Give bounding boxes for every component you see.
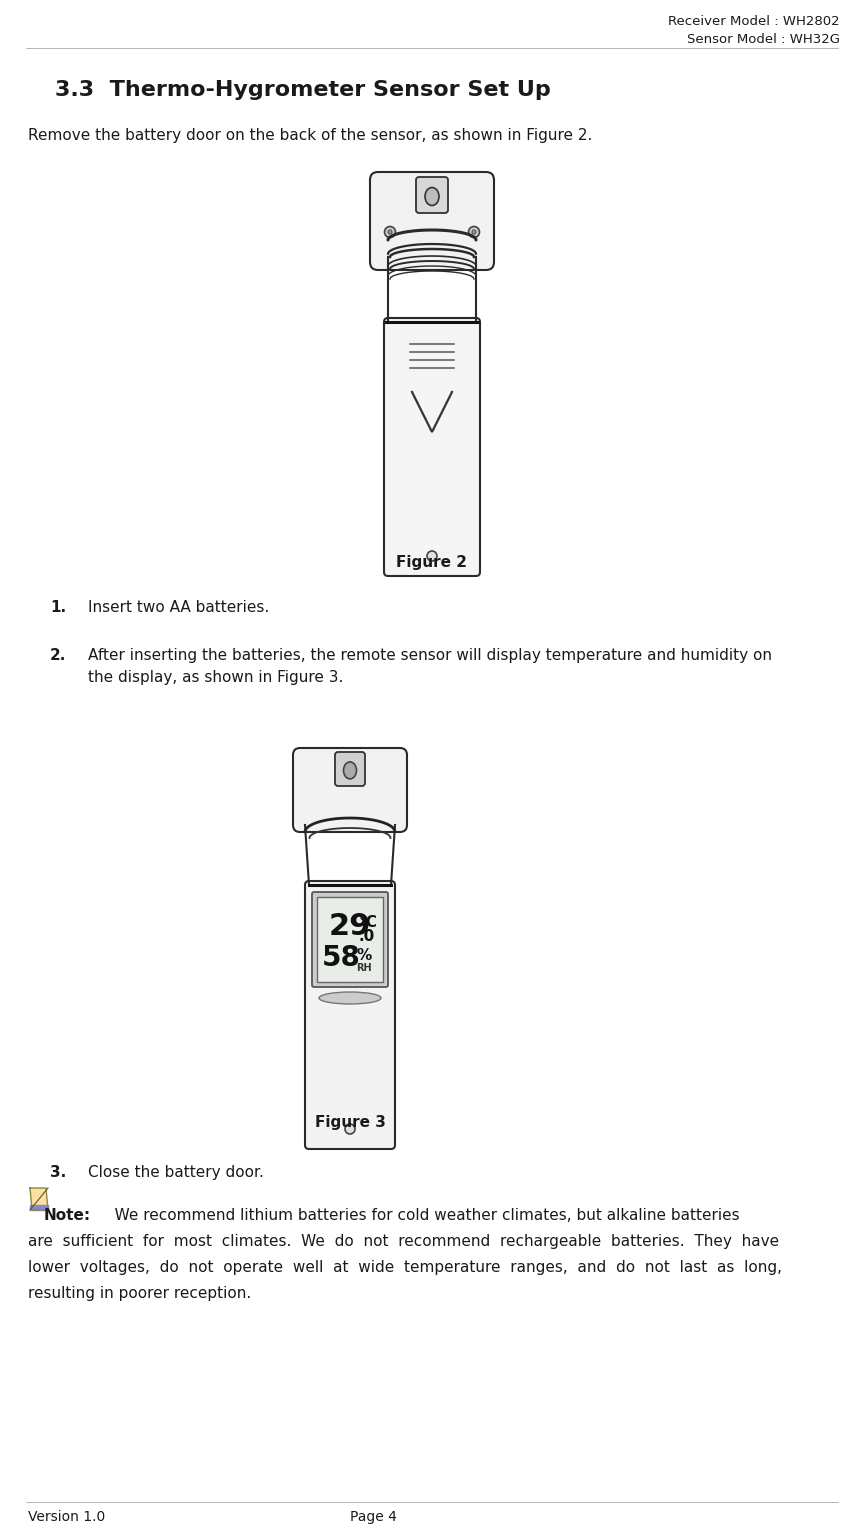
Text: are  sufficient  for  most  climates.  We  do  not  recommend  rechargeable  bat: are sufficient for most climates. We do … <box>28 1233 779 1249</box>
FancyBboxPatch shape <box>305 881 395 1149</box>
Text: Figure 2: Figure 2 <box>397 555 467 571</box>
Text: Sensor Model : WH32G: Sensor Model : WH32G <box>687 34 840 46</box>
Ellipse shape <box>425 187 439 206</box>
Text: .0: .0 <box>359 930 375 945</box>
Text: resulting in poorer reception.: resulting in poorer reception. <box>28 1285 251 1301</box>
FancyBboxPatch shape <box>335 752 365 785</box>
Circle shape <box>427 551 437 561</box>
Text: Figure 3: Figure 3 <box>314 1115 385 1131</box>
Text: %: % <box>357 948 372 963</box>
Polygon shape <box>30 1206 48 1210</box>
Text: Note:: Note: <box>44 1207 91 1223</box>
FancyBboxPatch shape <box>384 318 480 575</box>
Text: 3.: 3. <box>50 1164 67 1180</box>
Circle shape <box>384 227 396 238</box>
Text: Remove the battery door on the back of the sensor, as shown in Figure 2.: Remove the battery door on the back of t… <box>28 127 593 143</box>
FancyBboxPatch shape <box>416 176 448 213</box>
Circle shape <box>388 230 392 235</box>
Text: After inserting the batteries, the remote sensor will display temperature and hu: After inserting the batteries, the remot… <box>88 647 772 663</box>
Text: lower  voltages,  do  not  operate  well  at  wide  temperature  ranges,  and  d: lower voltages, do not operate well at w… <box>28 1259 782 1275</box>
FancyBboxPatch shape <box>312 891 388 986</box>
Ellipse shape <box>319 992 381 1003</box>
Text: 2.: 2. <box>50 647 67 663</box>
Text: We recommend lithium batteries for cold weather climates, but alkaline batteries: We recommend lithium batteries for cold … <box>100 1207 740 1223</box>
Circle shape <box>345 1124 355 1134</box>
Circle shape <box>472 230 476 235</box>
Text: Receiver Model : WH2802: Receiver Model : WH2802 <box>669 15 840 28</box>
Text: Insert two AA batteries.: Insert two AA batteries. <box>88 600 270 615</box>
Polygon shape <box>30 1187 48 1210</box>
Text: RH: RH <box>357 963 372 973</box>
Text: °C: °C <box>359 916 378 930</box>
Text: Close the battery door.: Close the battery door. <box>88 1164 264 1180</box>
FancyBboxPatch shape <box>293 749 407 831</box>
Text: 3.3  Thermo-Hygrometer Sensor Set Up: 3.3 Thermo-Hygrometer Sensor Set Up <box>55 80 550 100</box>
Text: the display, as shown in Figure 3.: the display, as shown in Figure 3. <box>88 670 343 686</box>
Text: 1.: 1. <box>50 600 67 615</box>
Text: Version 1.0: Version 1.0 <box>28 1509 105 1523</box>
Text: Page 4: Page 4 <box>350 1509 397 1523</box>
FancyBboxPatch shape <box>370 172 494 270</box>
Circle shape <box>468 227 480 238</box>
Text: 58: 58 <box>322 945 361 973</box>
Text: 29: 29 <box>329 913 372 942</box>
Ellipse shape <box>344 762 357 779</box>
FancyBboxPatch shape <box>317 897 383 982</box>
